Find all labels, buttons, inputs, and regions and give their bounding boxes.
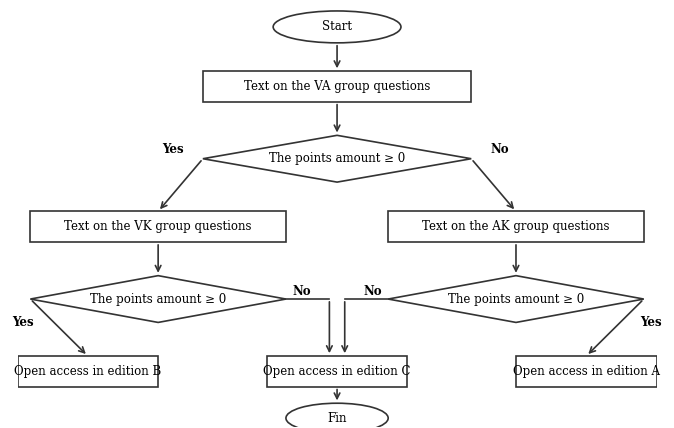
FancyBboxPatch shape bbox=[516, 356, 656, 386]
Text: Yes: Yes bbox=[12, 316, 34, 329]
Text: Text on the AK group questions: Text on the AK group questions bbox=[422, 220, 610, 233]
FancyBboxPatch shape bbox=[267, 356, 407, 386]
Text: Text on the VK group questions: Text on the VK group questions bbox=[65, 220, 252, 233]
FancyBboxPatch shape bbox=[18, 356, 158, 386]
Text: Start: Start bbox=[322, 21, 352, 33]
Text: The points amount ≥ 0: The points amount ≥ 0 bbox=[90, 293, 226, 306]
Text: Open access in edition B: Open access in edition B bbox=[14, 365, 162, 378]
Ellipse shape bbox=[286, 403, 388, 428]
FancyBboxPatch shape bbox=[388, 211, 644, 242]
FancyBboxPatch shape bbox=[30, 211, 286, 242]
Text: Fin: Fin bbox=[328, 412, 347, 425]
Polygon shape bbox=[30, 276, 286, 322]
Ellipse shape bbox=[273, 11, 401, 43]
Polygon shape bbox=[203, 135, 471, 182]
Text: Text on the VA group questions: Text on the VA group questions bbox=[244, 80, 430, 93]
Text: Yes: Yes bbox=[162, 143, 184, 156]
Text: No: No bbox=[363, 285, 381, 298]
Text: The points amount ≥ 0: The points amount ≥ 0 bbox=[269, 152, 405, 165]
Polygon shape bbox=[388, 276, 644, 322]
Text: No: No bbox=[491, 143, 509, 156]
Text: The points amount ≥ 0: The points amount ≥ 0 bbox=[448, 293, 584, 306]
Text: Open access in edition A: Open access in edition A bbox=[513, 365, 660, 378]
Text: No: No bbox=[293, 285, 311, 298]
Text: Yes: Yes bbox=[640, 316, 663, 329]
Text: Open access in edition C: Open access in edition C bbox=[264, 365, 411, 378]
FancyBboxPatch shape bbox=[203, 71, 471, 102]
